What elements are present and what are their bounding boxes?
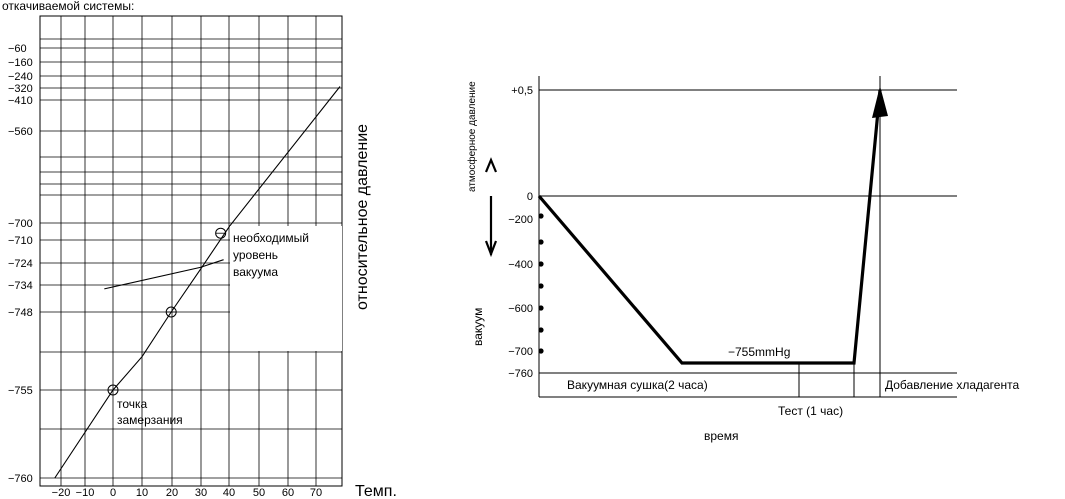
- chart1-y-ticks: −60 −160 −240−320−410 −560 −700 −710 −724 −734 −…: [8, 43, 33, 485]
- annotation-box: [230, 226, 342, 351]
- chart2-axes: [538, 76, 957, 398]
- chart2-y-tick: +0,5: [511, 85, 533, 97]
- chart1-y-tick: −700: [8, 218, 33, 230]
- chart2-y-tick: −700: [508, 346, 533, 358]
- chart1-y-tick: −748: [8, 307, 33, 319]
- chart1-y-tick: −710: [8, 235, 33, 247]
- chart2-x-label: время: [704, 429, 738, 443]
- chart2-dot: [538, 348, 544, 354]
- chart2-y-label-top: атмосферное давление: [466, 81, 478, 192]
- chart2-dot: [538, 283, 544, 289]
- chart2-y-tick: −400: [508, 259, 533, 271]
- chart2-y-tick: −760: [508, 368, 533, 380]
- phase-refrigerant-label: Добавление хладагента: [885, 378, 1019, 392]
- annotation-required-line3: вакуума: [233, 265, 278, 279]
- chart2-y-tick: −200: [508, 214, 533, 226]
- level-label: −755mmHg: [728, 345, 790, 359]
- vacuum-time-chart: +0,5 0 −200 −400 −600 −700 −760 −755mmHg Вакуу…: [466, 76, 1019, 443]
- chart2-dot: [538, 327, 544, 333]
- chart1-y-tick: −724: [8, 258, 33, 270]
- chart1-y-tick: −760: [8, 473, 33, 485]
- chart1-x-tick: −10: [76, 487, 95, 499]
- temperature-pressure-chart: −60 −160 −240−320−410 −560 −700 −710 −724 −734 −…: [8, 15, 397, 499]
- annotation-required-line1: необходимый: [233, 231, 309, 245]
- chart1-y-tick: −410: [8, 95, 33, 107]
- chart1-y-tick: −320: [8, 83, 33, 95]
- chart1-y-tick: −734: [8, 280, 33, 292]
- chart1-x-tick: 20: [166, 487, 178, 499]
- chart2-y-tick: −600: [508, 303, 533, 315]
- chart1-x-tick: 0: [110, 487, 116, 499]
- chart1-x-tick: 40: [223, 487, 235, 499]
- chart1-y-tick: −60: [8, 43, 27, 55]
- chart2-y-label-bottom: вакуум: [471, 308, 485, 346]
- chart1-y-tick: −755: [8, 385, 33, 397]
- chart1-secondary-line: [104, 259, 224, 290]
- double-arrow-icon: [484, 157, 498, 258]
- arrow-head-icon: [872, 86, 888, 118]
- chart2-y-ticks: +0,5 0 −200 −400 −600 −700 −760: [508, 85, 533, 380]
- chart1-y-tick: −240: [8, 71, 33, 83]
- chart1-y-label: относительное давление: [354, 124, 371, 310]
- chart1-markers: [107, 227, 227, 396]
- chart2-pressure-curve: [537, 89, 882, 365]
- chart1-x-tick: 70: [310, 487, 322, 499]
- chart1-x-tick: 30: [195, 487, 207, 499]
- chart2-dot: [538, 239, 544, 245]
- chart2-dots: [538, 213, 544, 354]
- chart2-dot: [538, 261, 544, 267]
- chart2-y-tick: 0: [527, 191, 533, 203]
- chart1-grid: [40, 15, 342, 486]
- phase-test-label: Тест (1 час): [778, 404, 843, 418]
- chart1-x-tick: 50: [253, 487, 265, 499]
- chart1-y-tick: −560: [8, 126, 33, 138]
- chart1-x-tick: 60: [282, 487, 294, 499]
- chart2-line: [537, 86, 888, 365]
- chart1-x-tick: −20: [52, 487, 71, 499]
- chart1-y-tick: −160: [8, 57, 33, 69]
- chart1-x-label: Темп.: [355, 483, 397, 499]
- chart1-x-ticks: −20 −10 0 10 20 30 40 50 60 70: [52, 487, 322, 499]
- chart2-dot: [538, 305, 544, 311]
- annotation-freezing-line2: замерзания: [117, 413, 183, 427]
- chart1-x-tick: 10: [136, 487, 148, 499]
- phase-drying-label: Вакуумная сушка(2 часа): [567, 378, 708, 392]
- annotation-required-line2: уровень: [233, 248, 278, 262]
- header-fragment: откачиваемой системы:: [2, 0, 134, 13]
- annotation-freezing-line1: точка: [117, 397, 148, 411]
- chart2-dot: [538, 213, 544, 219]
